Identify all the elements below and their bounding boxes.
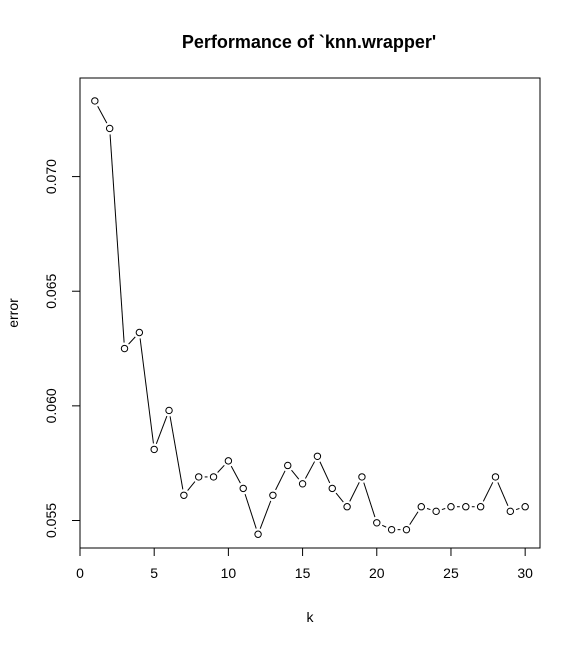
series-segment bbox=[259, 500, 272, 529]
series-segment bbox=[155, 415, 168, 444]
data-point bbox=[358, 473, 366, 481]
chart-title: Performance of `knn.wrapper' bbox=[182, 32, 436, 52]
series-segment bbox=[349, 482, 360, 502]
y-tick-label: 0.060 bbox=[43, 388, 59, 423]
series-segment bbox=[441, 508, 446, 511]
data-point bbox=[432, 507, 440, 516]
data-point bbox=[254, 530, 262, 538]
series-segment bbox=[482, 482, 494, 502]
data-point bbox=[298, 480, 307, 488]
data-point bbox=[343, 503, 351, 511]
data-point bbox=[462, 503, 470, 511]
data-point bbox=[209, 473, 218, 481]
x-axis-label: k bbox=[307, 609, 315, 625]
y-tick-label: 0.055 bbox=[43, 503, 59, 538]
series-segment bbox=[304, 461, 316, 479]
data-point bbox=[476, 503, 485, 511]
x-tick-label: 20 bbox=[369, 565, 385, 581]
data-point bbox=[373, 519, 381, 527]
x-tick-label: 15 bbox=[295, 565, 311, 581]
data-point bbox=[195, 473, 203, 481]
data-point bbox=[491, 473, 500, 481]
series-segment bbox=[409, 511, 419, 525]
series-segment bbox=[109, 134, 125, 343]
plot-frame bbox=[79, 77, 541, 549]
x-axis: 0 5 10 15 20 25 30 bbox=[76, 547, 533, 581]
series-segment bbox=[217, 464, 225, 473]
series-segment bbox=[230, 465, 241, 484]
y-axis: 0.055 0.060 0.065 0.070 bbox=[43, 159, 81, 538]
series-segment bbox=[335, 492, 344, 503]
data-point bbox=[447, 503, 455, 511]
data-point bbox=[150, 445, 158, 454]
series-segment bbox=[244, 493, 257, 529]
data-point bbox=[269, 491, 277, 499]
data-point bbox=[91, 97, 99, 105]
x-tick-label: 25 bbox=[443, 565, 459, 581]
series-error bbox=[91, 97, 529, 538]
series-segment bbox=[187, 481, 196, 491]
data-point bbox=[180, 491, 188, 499]
series-segment bbox=[497, 482, 509, 507]
y-tick-label: 0.070 bbox=[43, 159, 59, 194]
x-tick-label: 0 bbox=[76, 565, 84, 581]
data-point bbox=[165, 406, 173, 415]
x-tick-label: 5 bbox=[150, 565, 158, 581]
data-point bbox=[402, 525, 411, 534]
data-point bbox=[105, 124, 114, 133]
series-segment bbox=[139, 338, 154, 444]
series-segment bbox=[515, 508, 520, 511]
series-segment bbox=[169, 416, 184, 490]
data-point bbox=[313, 452, 322, 460]
y-tick-label: 0.065 bbox=[43, 273, 59, 308]
data-point bbox=[387, 525, 396, 534]
x-tick-label: 10 bbox=[221, 565, 237, 581]
series-segment bbox=[363, 482, 376, 518]
data-point bbox=[135, 328, 144, 337]
y-axis-label: error bbox=[5, 298, 21, 328]
data-point bbox=[521, 503, 529, 511]
data-point bbox=[224, 457, 233, 465]
series-segment bbox=[291, 469, 300, 480]
data-point bbox=[239, 484, 247, 493]
series-segment bbox=[382, 524, 387, 528]
series-segment bbox=[275, 470, 286, 491]
data-point bbox=[506, 507, 515, 516]
x-tick-label: 30 bbox=[517, 565, 533, 581]
series-segment bbox=[97, 105, 108, 124]
data-point bbox=[417, 503, 425, 511]
data-point bbox=[120, 344, 129, 353]
series-segment bbox=[319, 461, 331, 484]
series-segment bbox=[426, 508, 431, 511]
data-point bbox=[284, 461, 292, 470]
data-point bbox=[328, 484, 336, 493]
series-segment bbox=[128, 336, 136, 345]
